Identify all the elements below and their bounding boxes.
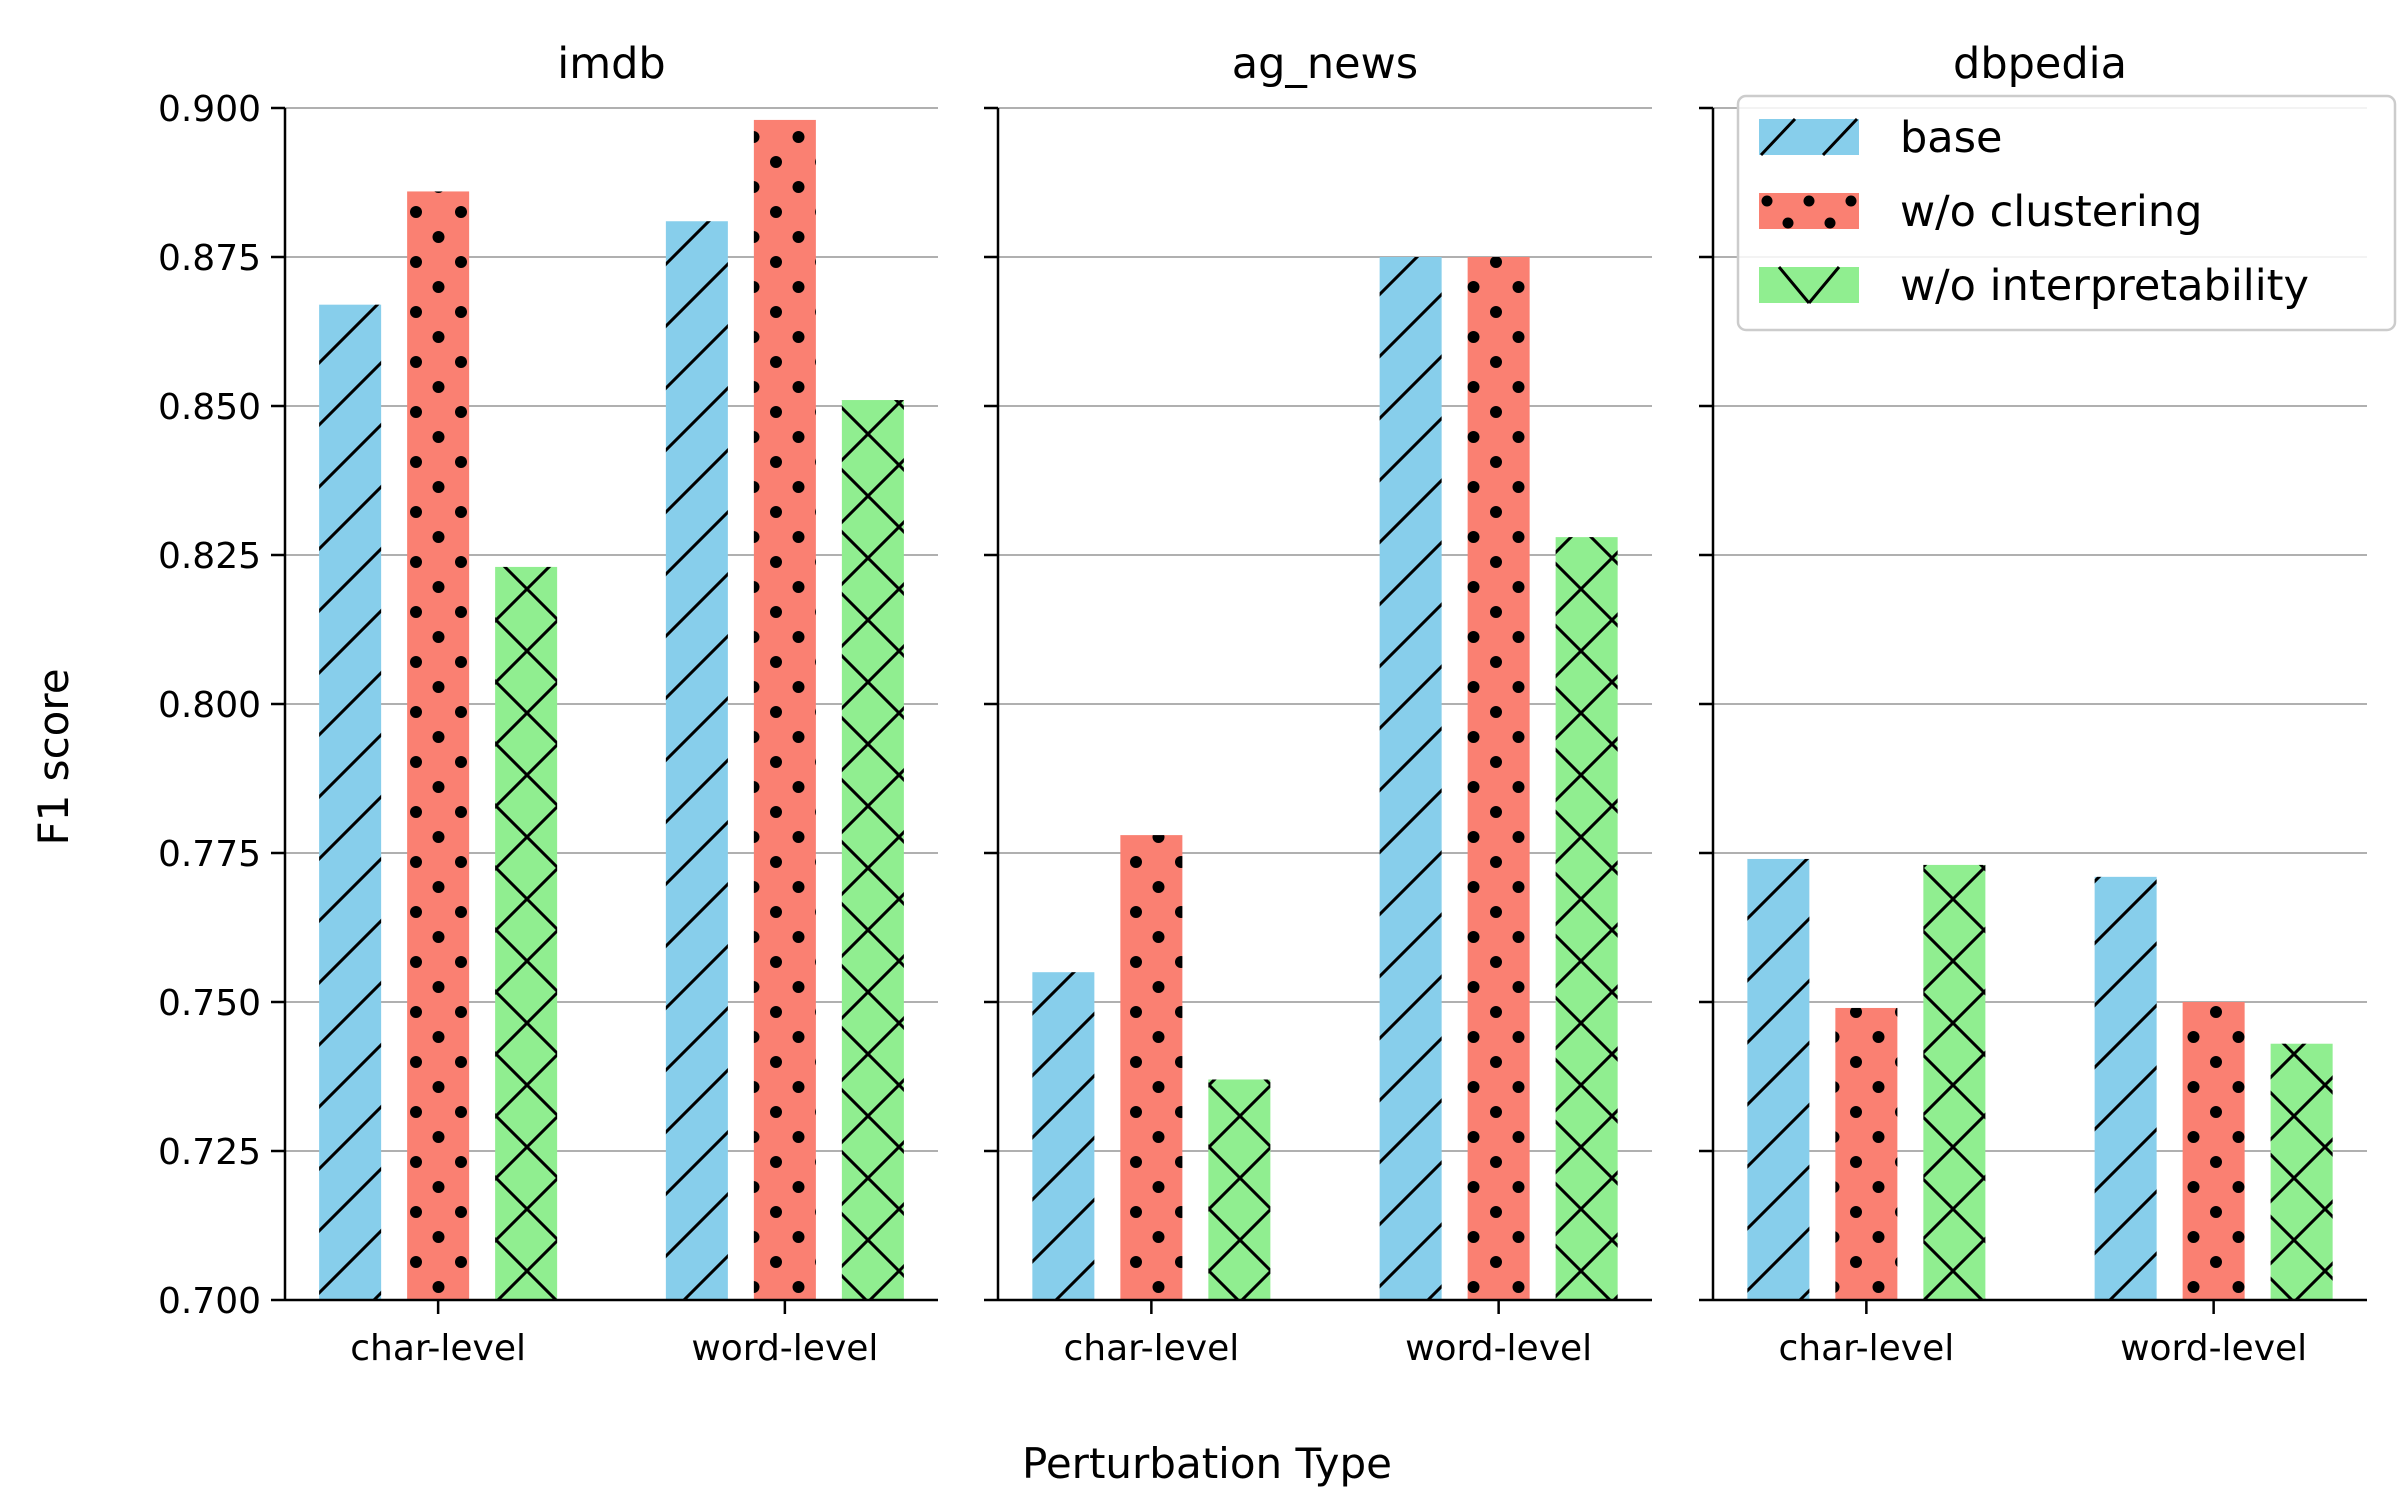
panels: 0.700 0.725 0.750 0.775 0.800 0.825 0.850 0.875… <box>158 39 2367 1369</box>
panel-title: ag_news <box>1232 39 1418 89</box>
panel-imdb: 0.700 0.725 0.750 0.775 0.800 0.825 0.850 0.875… <box>158 39 938 1369</box>
x-tick-label: word-level <box>2120 1328 2307 1369</box>
panel-dbpedia: char-level word-level dbpedia <box>1699 39 2367 1369</box>
y-tick-label: 0.850 <box>158 387 261 428</box>
legend-box <box>1736 94 2397 332</box>
x-tick-label: word-level <box>691 1328 878 1369</box>
y-tick-label: 0.775 <box>158 834 261 875</box>
bar-imdb-char-level-w-o-clustering <box>407 191 470 1301</box>
legend-item-base: base <box>1759 113 2003 163</box>
legend-label: w/o interpretability <box>1900 261 2309 311</box>
panel-title: imdb <box>557 39 665 89</box>
bar-ag_news-char-level-w-o-clustering <box>1120 835 1183 1300</box>
y-axis-label: F1 score <box>29 668 78 845</box>
panel-title: dbpedia <box>1953 39 2127 89</box>
bar-imdb-word-level-w-o-interpretability <box>841 400 904 1300</box>
x-axis-label: Perturbation Type <box>1022 1439 1392 1488</box>
bar-ag_news-word-level-w-o-clustering <box>1467 257 1530 1300</box>
bar-imdb-word-level-w-o-clustering <box>753 119 816 1300</box>
y-tick-label: 0.800 <box>158 685 261 726</box>
bar-ag_news-word-level-w-o-interpretability <box>1555 537 1618 1300</box>
bar-imdb-char-level-w-o-interpretability <box>495 566 558 1300</box>
x-tick-label: word-level <box>1405 1328 1592 1369</box>
bar-dbpedia-word-level-w-o-clustering <box>2182 1002 2245 1300</box>
bar-imdb-word-level-base <box>665 221 728 1301</box>
y-tick-label: 0.825 <box>158 536 261 577</box>
y-tick-label: 0.875 <box>158 238 261 279</box>
bar-dbpedia-char-level-w-o-interpretability <box>1923 864 1986 1300</box>
bar-ag_news-word-level-base <box>1379 257 1442 1300</box>
legend-item-w-o-clustering: w/o clustering <box>1759 187 2202 237</box>
x-tick-label: char-level <box>1063 1328 1239 1369</box>
bar-ag_news-char-level-base <box>1032 972 1095 1300</box>
bar-dbpedia-char-level-base <box>1747 858 1810 1300</box>
y-tick-label: 0.700 <box>158 1281 261 1322</box>
y-tick-label: 0.900 <box>158 89 261 130</box>
bar-ag_news-char-level-w-o-interpretability <box>1208 1079 1271 1300</box>
panel-ag_news: char-level word-level ag_news <box>984 39 1652 1369</box>
legend: base w/o clustering w/o interpretability <box>1736 94 2397 332</box>
bar-dbpedia-word-level-w-o-interpretability <box>2270 1043 2333 1300</box>
bar-dbpedia-word-level-base <box>2094 876 2157 1300</box>
bar-dbpedia-char-level-w-o-clustering <box>1835 1007 1898 1300</box>
x-tick-label: char-level <box>350 1328 526 1369</box>
legend-label: base <box>1900 113 2003 163</box>
y-tick-label: 0.750 <box>158 983 261 1024</box>
x-tick-label: char-level <box>1778 1328 1954 1369</box>
y-tick-label: 0.725 <box>158 1132 261 1173</box>
bar-imdb-char-level-base <box>319 304 382 1300</box>
legend-label: w/o clustering <box>1900 187 2202 237</box>
legend-item-w-o-interpretability: w/o interpretability <box>1759 261 2309 311</box>
